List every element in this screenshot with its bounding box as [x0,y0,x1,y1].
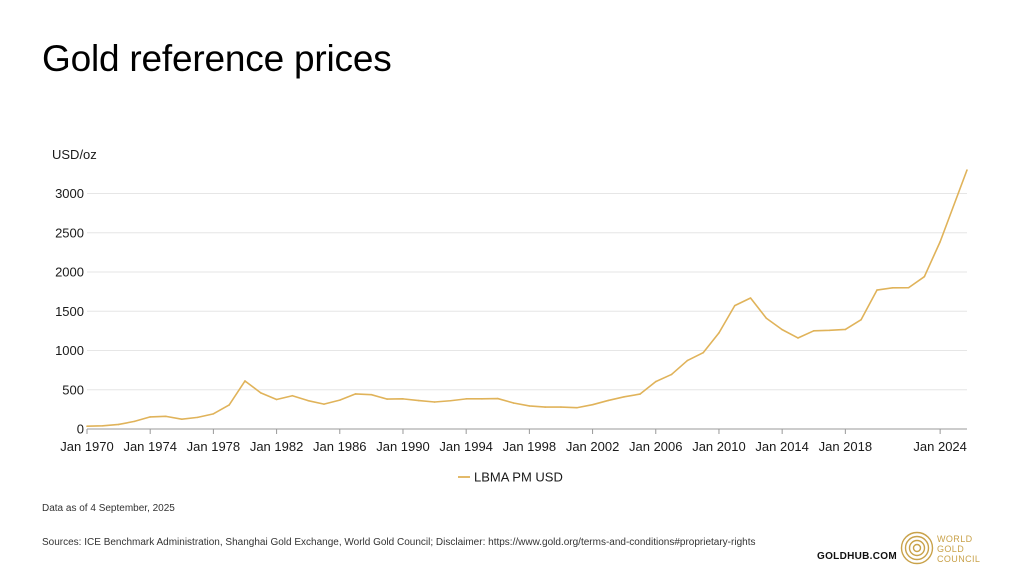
data-point [433,401,436,403]
x-tick-label: Jan 1990 [376,439,430,454]
data-point [307,399,309,402]
data-point [228,404,230,406]
y-tick-label: 2500 [55,225,84,240]
data-point [417,399,420,402]
data-point [117,423,120,426]
x-tick-label: Jan 2014 [755,439,809,454]
data-point [749,297,752,299]
y-tick-label: 2000 [55,265,84,280]
world-gold-council-logo-icon [900,531,934,565]
data-point [876,289,878,291]
data-point [528,405,531,407]
data-point [259,392,262,394]
data-point [702,351,704,354]
x-tick-label: Jan 1970 [60,439,114,454]
y-axis-label: USD/oz [52,147,97,162]
data-point [733,304,736,307]
x-tick-label: Jan 2010 [692,439,746,454]
x-tick-label: Jan 1994 [439,439,493,454]
x-tick-label: Jan 2018 [819,439,873,454]
data-point [338,399,341,401]
x-tick-label: Jan 1982 [250,439,304,454]
data-point [686,359,689,362]
x-tick-label: Jan 2002 [566,439,620,454]
data-point [402,398,404,400]
data-point [828,329,831,332]
data-point [939,240,941,243]
data-point [275,398,278,401]
data-point [86,425,88,427]
x-tick-label: Jan 1978 [187,439,241,454]
data-point [354,393,357,395]
data-point [165,415,167,418]
data-point [781,328,783,331]
data-point [244,380,246,382]
y-tick-label: 0 [77,422,84,437]
data-point [844,328,847,331]
series-line-lbma-pm-usd [86,169,968,427]
data-point [212,413,215,415]
y-tick-label: 3000 [55,186,84,201]
data-point [860,318,862,321]
page-title: Gold reference prices [42,38,392,79]
x-tick-label: Jan 2006 [629,439,683,454]
data-point [923,275,926,278]
brand-line: WORLD [937,534,973,544]
sources-disclaimer: Sources: ICE Benchmark Administration, S… [42,537,756,548]
data-point [607,399,610,402]
brand-line: COUNCIL [937,554,981,564]
data-point [591,403,594,406]
data-point [149,416,151,418]
data-point [370,393,373,396]
y-tick-label: 1500 [55,304,84,319]
goldhub-link[interactable]: GOLDHUB.COM [817,551,897,562]
data-point [891,287,894,289]
data-point [765,317,768,320]
data-point [449,399,452,402]
data-point [291,394,294,397]
data-point [481,398,483,400]
data-point [496,397,499,400]
legend-label: LBMA PM USD [474,470,563,485]
data-point [101,424,104,427]
data-point [560,406,562,408]
data-date-note: Data as of 4 September, 2025 [42,503,175,514]
y-tick-label: 1000 [55,343,84,358]
data-point [575,406,578,409]
data-point [196,416,199,419]
brand-line: GOLD [937,544,965,554]
world-gold-council-wordmark: WORLD GOLD COUNCIL [937,534,980,564]
x-tick-label: Jan 2024 [913,439,967,454]
data-point [465,398,467,400]
x-tick-label: Jan 1986 [313,439,367,454]
data-point [544,406,546,408]
x-tick-label: Jan 1974 [123,439,177,454]
y-tick-label: 500 [62,382,84,397]
data-point [133,420,136,423]
data-point [812,330,815,332]
x-tick-label: Jan 1998 [503,439,557,454]
data-point [654,380,657,383]
data-point [966,169,968,171]
data-point [512,402,515,404]
data-point [639,393,641,395]
data-point [323,403,325,405]
data-point [907,286,910,289]
data-point [718,332,720,334]
data-point [797,337,799,339]
data-point [623,396,625,398]
data-point [180,418,183,420]
data-point [386,398,388,400]
data-point [670,373,673,376]
